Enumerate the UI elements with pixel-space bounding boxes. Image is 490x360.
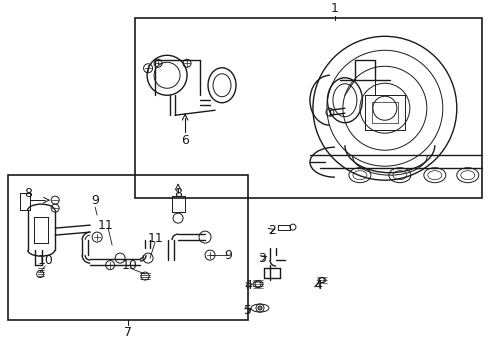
Text: 7: 7 [124, 325, 132, 338]
Text: 1: 1 [331, 2, 339, 15]
Text: 3: 3 [258, 252, 266, 265]
Text: 11: 11 [147, 231, 163, 244]
Text: 4: 4 [244, 279, 252, 292]
Text: 6: 6 [181, 134, 189, 147]
Text: 10: 10 [37, 253, 53, 267]
Text: 4: 4 [314, 279, 322, 292]
Text: 2: 2 [268, 224, 276, 237]
Circle shape [258, 306, 262, 310]
Bar [135, 18, 482, 198]
Text: 11: 11 [97, 219, 113, 231]
Text: 10: 10 [122, 258, 138, 271]
Text: 8: 8 [174, 186, 182, 200]
Text: 9: 9 [91, 194, 99, 207]
Text: 5: 5 [244, 303, 252, 316]
Bar [8, 175, 248, 320]
Text: 8: 8 [24, 186, 32, 200]
Text: 9: 9 [224, 249, 232, 262]
